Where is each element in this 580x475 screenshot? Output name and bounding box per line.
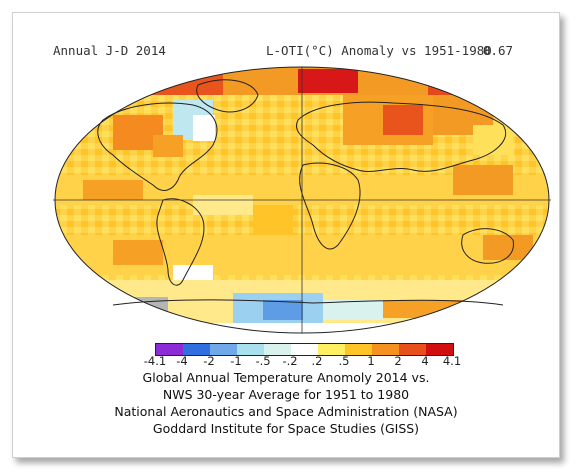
legend-tick-label: 2 [394, 354, 402, 368]
legend-tick-label: -2 [203, 354, 215, 368]
legend-swatch [372, 344, 399, 355]
color-scale-ticks: -4.1 -4 -2 -1 -.5 -.2 .2 .5 1 2 4 4.1 [133, 354, 473, 368]
map-svg [53, 66, 551, 334]
anomaly-title: L-OTI(°C) Anomaly vs 1951-1980 [266, 43, 492, 58]
legend-tick-label: -1 [230, 354, 242, 368]
legend-tick-label: 4 [421, 354, 429, 368]
coastlines [97, 79, 514, 306]
legend-swatch [318, 344, 345, 355]
color-scale-bar [155, 343, 454, 356]
legend-swatch [345, 344, 372, 355]
caption-line-1: Global Annual Temperature Anomoly 2014 v… [142, 370, 430, 385]
world-anomaly-map [53, 65, 551, 335]
legend-tick-label: -.2 [282, 354, 298, 368]
global-mean-value: 0.67 [482, 43, 513, 58]
legend-swatch [237, 344, 264, 355]
figure-frame: Annual J-D 2014 L-OTI(°C) Anomaly vs 195… [12, 12, 560, 458]
legend-swatch [291, 344, 318, 355]
map-border [54, 66, 550, 334]
period-label: Annual J-D 2014 [53, 43, 166, 58]
legend-swatch [183, 344, 210, 355]
legend-tick-label: -4 [176, 354, 188, 368]
figure-caption: Global Annual Temperature Anomoly 2014 v… [13, 369, 559, 437]
caption-line-4: Goddard Institute for Space Studies (GIS… [152, 421, 420, 436]
map-header: Annual J-D 2014 L-OTI(°C) Anomaly vs 195… [13, 43, 559, 59]
legend-tick-label: -.5 [255, 354, 271, 368]
caption-line-2: NWS 30-year Average for 1951 to 1980 [162, 387, 410, 402]
legend-swatch [399, 344, 426, 355]
legend-tick-label: 4.1 [442, 354, 462, 368]
legend-swatch [156, 344, 183, 355]
caption-line-3: National Aeronautics and Space Administr… [114, 404, 458, 419]
legend-swatch [264, 344, 291, 355]
legend-swatch [210, 344, 237, 355]
legend-tick-label: 1 [367, 354, 375, 368]
legend-tick-label: .2 [311, 354, 323, 368]
legend-tick-label: .5 [338, 354, 350, 368]
legend-tick-label: -4.1 [143, 354, 167, 368]
legend-swatch [426, 344, 453, 355]
